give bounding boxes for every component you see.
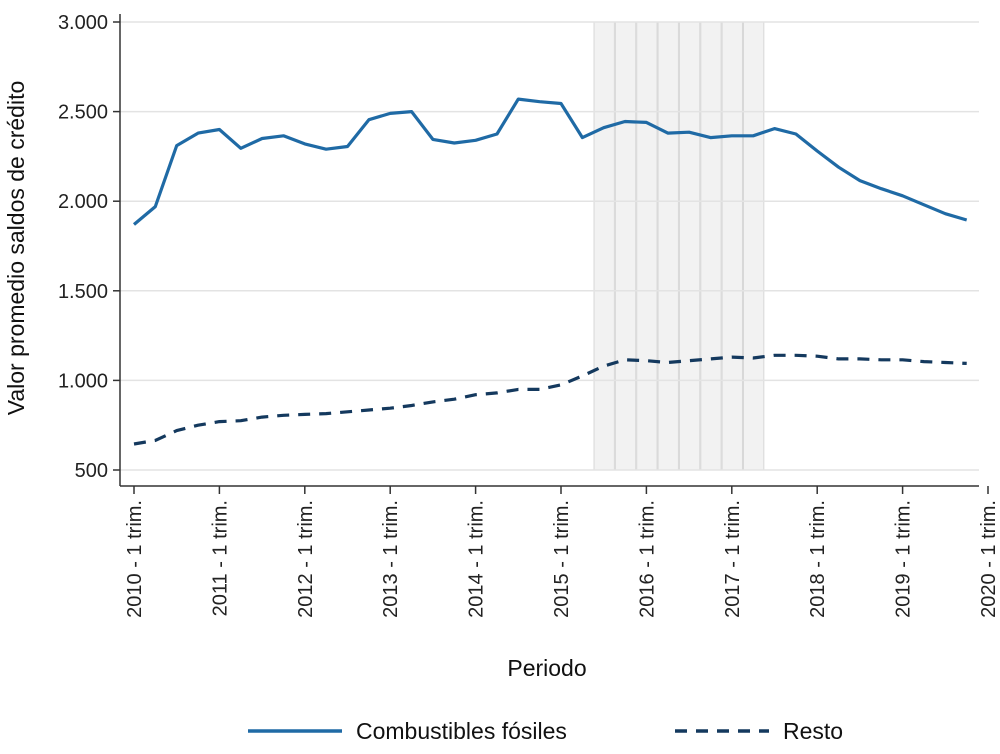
legend-label-combustibles: Combustibles fósiles (356, 718, 567, 744)
shaded-band (678, 21, 701, 471)
y-tick-label: 2.000 (58, 191, 108, 213)
shaded-band (700, 21, 722, 471)
shaded-band (593, 21, 615, 471)
x-tick-label: 2014 - 1 trim. (466, 500, 488, 618)
series-line-combustibles (132, 97, 968, 226)
legend-label-resto: Resto (783, 718, 843, 744)
x-tick-label: 2013 - 1 trim. (380, 500, 402, 618)
x-tick-label: 2017 - 1 trim. (722, 500, 744, 618)
x-tick-label: 2020 - 1 trim. (978, 500, 1000, 618)
shaded-band (636, 21, 658, 471)
gridlines (113, 21, 979, 471)
y-tick-label: 500 (75, 460, 108, 482)
x-tick-labels: 2010 - 1 trim. 2011 - 1 trim. 2012 - 1 tri… (124, 486, 1000, 618)
series-line-resto (133, 353, 967, 446)
x-tick-label: 2019 - 1 trim. (893, 500, 915, 618)
x-tick-label: 2010 - 1 trim. (124, 500, 146, 618)
x-tick-label: 2018 - 1 trim. (807, 500, 829, 618)
x-tick-label: 2016 - 1 trim. (636, 500, 658, 618)
shaded-band (614, 21, 637, 471)
y-tick-label: 1.000 (58, 370, 108, 392)
y-axis-title: Valor promedio saldos de crédito (3, 81, 29, 416)
y-tick-label: 1.500 (58, 281, 108, 303)
x-tick-label: 2011 - 1 trim. (209, 500, 231, 616)
x-axis-title: Periodo (507, 655, 586, 681)
legend: Combustibles fósiles Resto (248, 718, 843, 744)
y-tick-label: 2.500 (58, 102, 108, 124)
shaded-band (657, 21, 679, 471)
axes (119, 14, 979, 487)
shaded-band (742, 21, 765, 471)
x-tick-label: 2012 - 1 trim. (295, 500, 317, 618)
y-tick-labels: 500 1.000 1.500 2.000 2.500 3.000 (58, 12, 108, 482)
shaded-period-area (593, 21, 765, 471)
y-tick-label: 3.000 (58, 12, 108, 34)
shaded-band (721, 21, 743, 471)
series-lines (132, 97, 968, 446)
x-tick-label: 2015 - 1 trim. (551, 500, 573, 618)
